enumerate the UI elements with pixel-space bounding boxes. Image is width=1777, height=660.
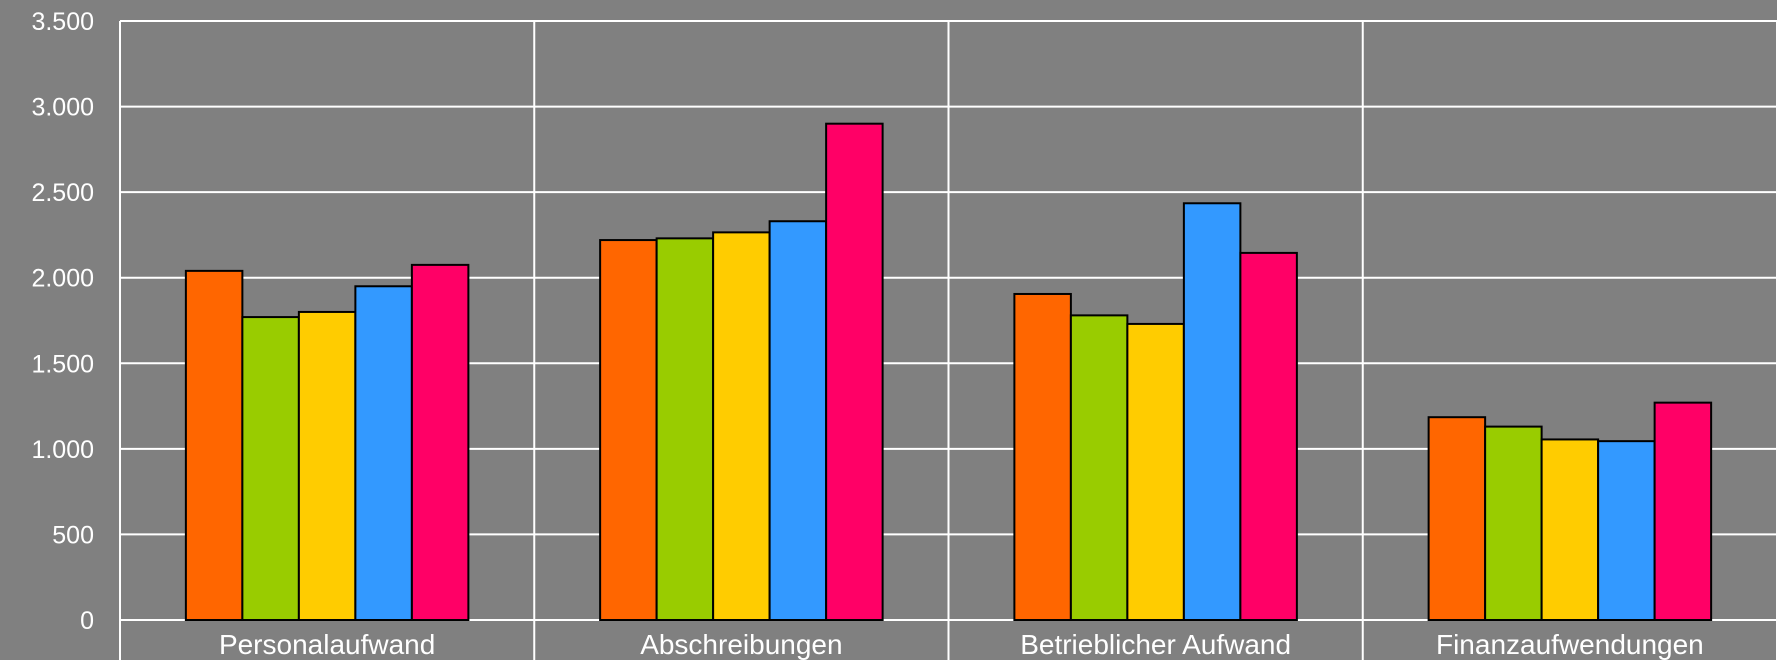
- y-tick-label: 2.000: [31, 265, 94, 293]
- x-category-label: Abschreibungen: [640, 629, 842, 660]
- y-tick-label: 3.500: [31, 8, 94, 36]
- bar: [241, 316, 300, 621]
- bar: [1540, 438, 1600, 621]
- bar-layer: [184, 122, 1713, 622]
- x-category-label: Betrieblicher Aufwand: [1020, 629, 1291, 660]
- bar: [1484, 425, 1543, 622]
- y-tick-label: 500: [52, 521, 94, 549]
- bar: [768, 220, 828, 621]
- y-tick-label: 1.000: [31, 436, 94, 464]
- label-layer: 0 500 1.000 1.500 2.000 2.500 3.000 3.500 Person…: [31, 8, 1703, 660]
- bar: [1013, 292, 1072, 621]
- bar: [410, 263, 470, 621]
- bar: [354, 285, 413, 621]
- bar: [1239, 251, 1298, 622]
- y-tick-label: 1.500: [31, 350, 94, 378]
- bar: [184, 269, 244, 621]
- x-category-label: Finanzaufwendungen: [1436, 629, 1704, 660]
- bar: [1653, 401, 1713, 621]
- bar: [1427, 416, 1487, 621]
- y-tick-label: 3.000: [31, 94, 94, 122]
- bar: [655, 237, 715, 621]
- bar: [1182, 202, 1242, 621]
- bar: [712, 231, 771, 622]
- y-tick-label: 2.500: [31, 179, 94, 207]
- y-tick-label: 0: [80, 607, 94, 635]
- bar: [825, 122, 884, 622]
- bar: [1597, 440, 1656, 621]
- bar: [1126, 322, 1185, 621]
- bar: [297, 310, 357, 621]
- bar: [1069, 314, 1129, 621]
- x-category-label: Personalaufwand: [219, 629, 435, 660]
- bar: [599, 239, 658, 621]
